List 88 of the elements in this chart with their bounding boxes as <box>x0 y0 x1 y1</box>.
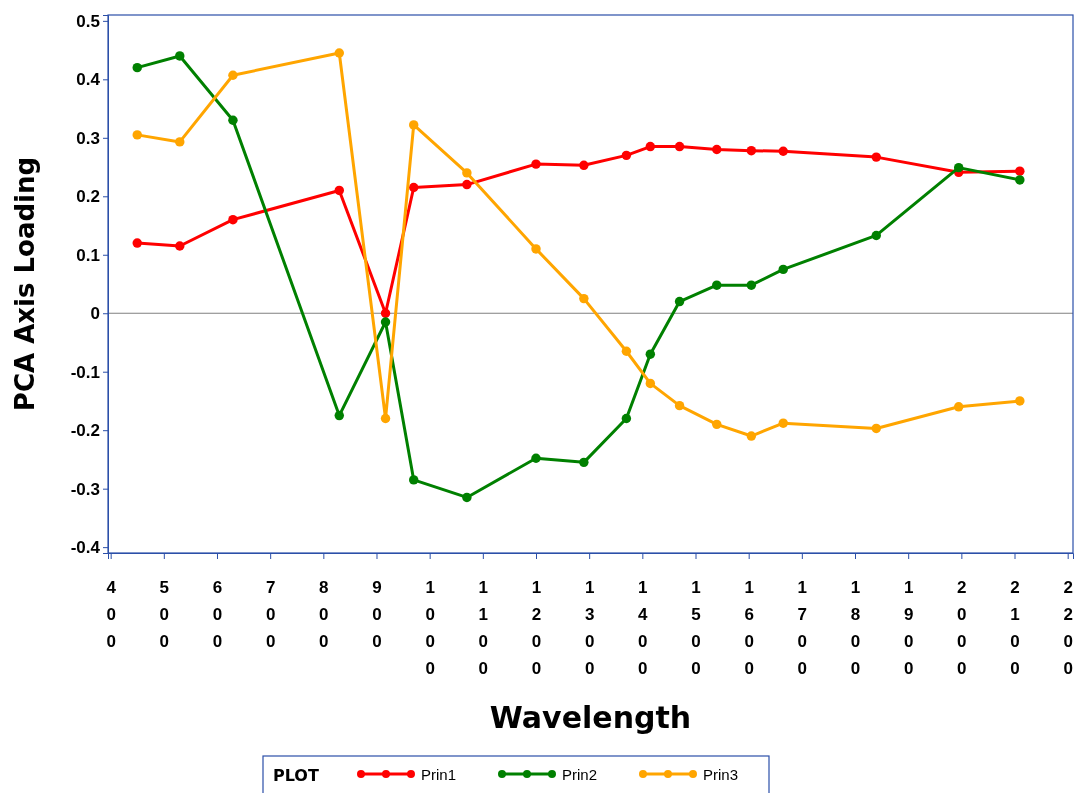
y-tick-label: 0.1 <box>76 245 100 265</box>
y-tick-label: -0.1 <box>70 362 100 382</box>
point <box>778 418 788 428</box>
x-axis-title: Wavelength <box>489 700 692 735</box>
x-tick-label: 1 5 0 0 <box>691 578 701 678</box>
x-tick-label: 1 3 0 0 <box>584 578 595 678</box>
x-tick-label: 1 9 0 0 <box>903 578 914 678</box>
point <box>462 179 472 190</box>
point <box>674 296 685 307</box>
point <box>621 413 632 424</box>
point <box>1015 396 1025 406</box>
y-tick-label: 0.3 <box>76 128 100 148</box>
x-tick-label: 9 0 0 <box>372 578 382 651</box>
x-tick-label: 1 8 0 0 <box>850 578 861 678</box>
point <box>531 244 541 254</box>
x-tick-label: 1 4 0 0 <box>638 578 649 678</box>
x-tick-label: 2 2 0 0 <box>1063 578 1073 678</box>
point <box>778 146 788 156</box>
point <box>132 62 142 73</box>
y-tick-label: -0.3 <box>70 479 100 499</box>
y-tick-label: 0.2 <box>76 187 100 207</box>
point <box>674 400 685 411</box>
point <box>953 402 964 412</box>
x-tick-label: 6 0 0 <box>212 578 223 651</box>
point <box>645 378 656 389</box>
y-tick-label: 0.4 <box>76 70 101 90</box>
point <box>871 423 881 434</box>
point <box>334 48 344 58</box>
y-axis-title: PCA Axis Loading <box>10 156 40 412</box>
x-tick-label: 7 0 0 <box>265 578 276 651</box>
x-tick-label: 1 7 0 0 <box>797 578 808 678</box>
point <box>462 168 472 178</box>
point <box>380 413 391 424</box>
y-tick-label: -0.2 <box>70 421 100 441</box>
point <box>778 264 788 275</box>
point <box>409 182 419 193</box>
point <box>175 137 185 147</box>
point <box>579 293 589 304</box>
point <box>462 492 472 503</box>
x-tick-label: 5 0 0 <box>159 578 170 651</box>
x-tick-label: 1 6 0 0 <box>744 578 754 678</box>
point <box>712 419 722 430</box>
x-tick-label: 1 2 0 0 <box>531 578 542 678</box>
x-tick-label: 8 0 0 <box>319 578 329 651</box>
y-tick-label: 0 <box>90 304 100 324</box>
x-tick-label: 1 1 0 0 <box>478 578 489 678</box>
point <box>228 70 238 80</box>
point <box>579 160 589 170</box>
point <box>712 144 722 155</box>
legend-label: Prin2 <box>562 766 598 783</box>
point <box>645 349 656 359</box>
point <box>531 159 541 169</box>
point <box>871 152 881 162</box>
point <box>409 120 419 130</box>
x-tick-label: 1 0 0 0 <box>425 578 435 678</box>
point <box>228 214 238 225</box>
point <box>746 145 757 156</box>
point <box>1015 166 1025 176</box>
point <box>334 410 344 421</box>
x-tick-label: 4 0 0 <box>106 578 117 651</box>
legend-label: Prin1 <box>421 766 457 783</box>
point <box>380 308 391 318</box>
point <box>132 130 142 140</box>
point <box>334 185 344 196</box>
point <box>712 280 722 290</box>
legend-label: Prin3 <box>703 766 739 783</box>
point <box>953 162 964 173</box>
point <box>645 141 656 152</box>
y-tick-label: 0.5 <box>76 11 100 31</box>
point <box>1015 175 1025 185</box>
point <box>175 51 185 61</box>
point <box>621 346 632 356</box>
legend-title: PLOT <box>273 766 319 785</box>
point <box>132 238 142 248</box>
point <box>746 280 757 290</box>
point <box>175 241 185 251</box>
x-tick-label: 2 0 0 0 <box>957 578 967 678</box>
point <box>579 457 589 468</box>
point <box>380 317 391 327</box>
point <box>228 115 238 125</box>
point <box>409 475 419 485</box>
point <box>746 431 757 441</box>
point <box>621 150 632 161</box>
point <box>871 230 881 241</box>
x-tick-label: 2 1 0 0 <box>1010 578 1020 678</box>
y-tick-label: -0.4 <box>70 538 101 558</box>
point <box>531 453 541 463</box>
point <box>674 141 685 152</box>
